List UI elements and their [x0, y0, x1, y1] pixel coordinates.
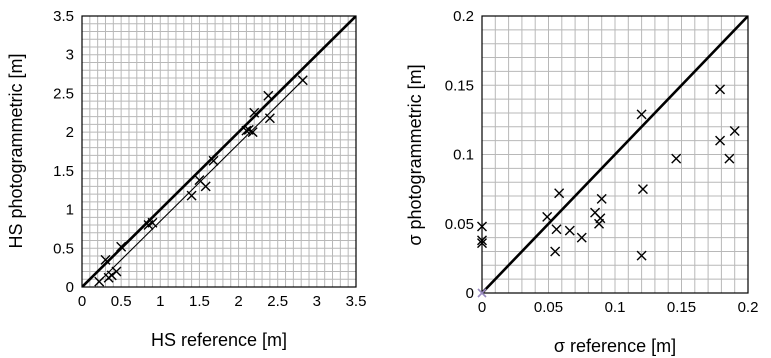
- data-point: [477, 235, 487, 246]
- grid: [82, 16, 356, 287]
- x-axis-label: HS reference [m]: [151, 330, 287, 350]
- data-point: [249, 107, 260, 118]
- data-point: [551, 224, 562, 235]
- y-tick-label: 2: [66, 124, 74, 141]
- data-point: [263, 90, 274, 101]
- plot-frame: [81, 15, 357, 288]
- data-point: [637, 184, 648, 195]
- x-tick-label: 3: [313, 293, 321, 310]
- y-tick-label: 3.5: [53, 8, 74, 25]
- data-point: [636, 250, 647, 261]
- data-point: [477, 221, 487, 232]
- data-point: [724, 153, 735, 164]
- data-point: [186, 190, 197, 201]
- data-point: [297, 75, 308, 86]
- y-tick-label: 0: [466, 285, 474, 302]
- data-point: [94, 276, 105, 287]
- x-tick-label: 0: [78, 293, 86, 310]
- data-point: [111, 266, 122, 277]
- fit-line: [97, 77, 306, 284]
- data-point: [564, 225, 575, 236]
- identity-line: [82, 16, 356, 287]
- x-tick-label: 0.15: [667, 299, 696, 316]
- x-tick-label: 0.2: [738, 299, 759, 316]
- data-point: [550, 246, 561, 257]
- y-tick-label: 0.2: [453, 8, 474, 25]
- data-point: [671, 153, 682, 164]
- y-tick-label: 0.05: [445, 216, 474, 233]
- x-tick-label: 0.05: [534, 299, 563, 316]
- x-tick-label: 0.5: [111, 293, 132, 310]
- x-axis-label: σ reference [m]: [554, 336, 676, 356]
- data-point: [241, 125, 252, 136]
- origin-marker: [477, 288, 487, 298]
- data-point: [595, 213, 606, 224]
- y-axis-label: σ photogrammetric [m]: [405, 64, 425, 245]
- x-tick-label: 1.5: [189, 293, 210, 310]
- identity-line: [482, 16, 748, 293]
- data-point: [100, 254, 111, 265]
- data-point: [200, 181, 211, 192]
- data-point: [264, 113, 275, 124]
- data-point: [729, 125, 740, 136]
- x-tick-label: 0: [478, 299, 486, 316]
- data-point: [542, 211, 553, 222]
- right-scatter-chart: 0 0.05 0.1 0.15 0.2 0 0.05 0.1 0.15 0.2 σ referenc…: [405, 8, 758, 356]
- y-tick-label: 3: [66, 47, 74, 64]
- x-tick-label: 2: [234, 293, 242, 310]
- data-point: [554, 188, 565, 199]
- y-axis-label: HS photogrammetric [m]: [6, 53, 26, 248]
- x-tick-label: 2.5: [267, 293, 288, 310]
- x-tick-label: 1: [156, 293, 164, 310]
- y-tick-label: 0.5: [53, 240, 74, 257]
- y-tick-label: 0.1: [453, 147, 474, 164]
- grid: [482, 16, 748, 293]
- y-tick-label: 2.5: [53, 85, 74, 102]
- data-point: [147, 217, 158, 228]
- data-point: [715, 84, 726, 95]
- data-point: [636, 109, 647, 120]
- data-point: [116, 241, 127, 252]
- data-point: [715, 135, 726, 146]
- data-point: [477, 238, 487, 249]
- y-tick-label: 1.5: [53, 163, 74, 180]
- y-tick-label: 0: [66, 279, 74, 296]
- x-tick-label: 3.5: [346, 293, 367, 310]
- data-point: [596, 193, 607, 204]
- data-point: [576, 232, 587, 243]
- y-tick-label: 0.15: [445, 77, 474, 94]
- left-scatter-chart: 0 0.5 1 1.5 2 2.5 3 3.5 0 0.5 1 1.5 2 2.5 3 3.5 HS refer…: [6, 8, 366, 350]
- data-point: [247, 127, 258, 138]
- y-tick-label: 1: [66, 202, 74, 219]
- x-tick-label: 0.1: [605, 299, 626, 316]
- data-point: [208, 155, 219, 166]
- plot-frame: [481, 15, 749, 294]
